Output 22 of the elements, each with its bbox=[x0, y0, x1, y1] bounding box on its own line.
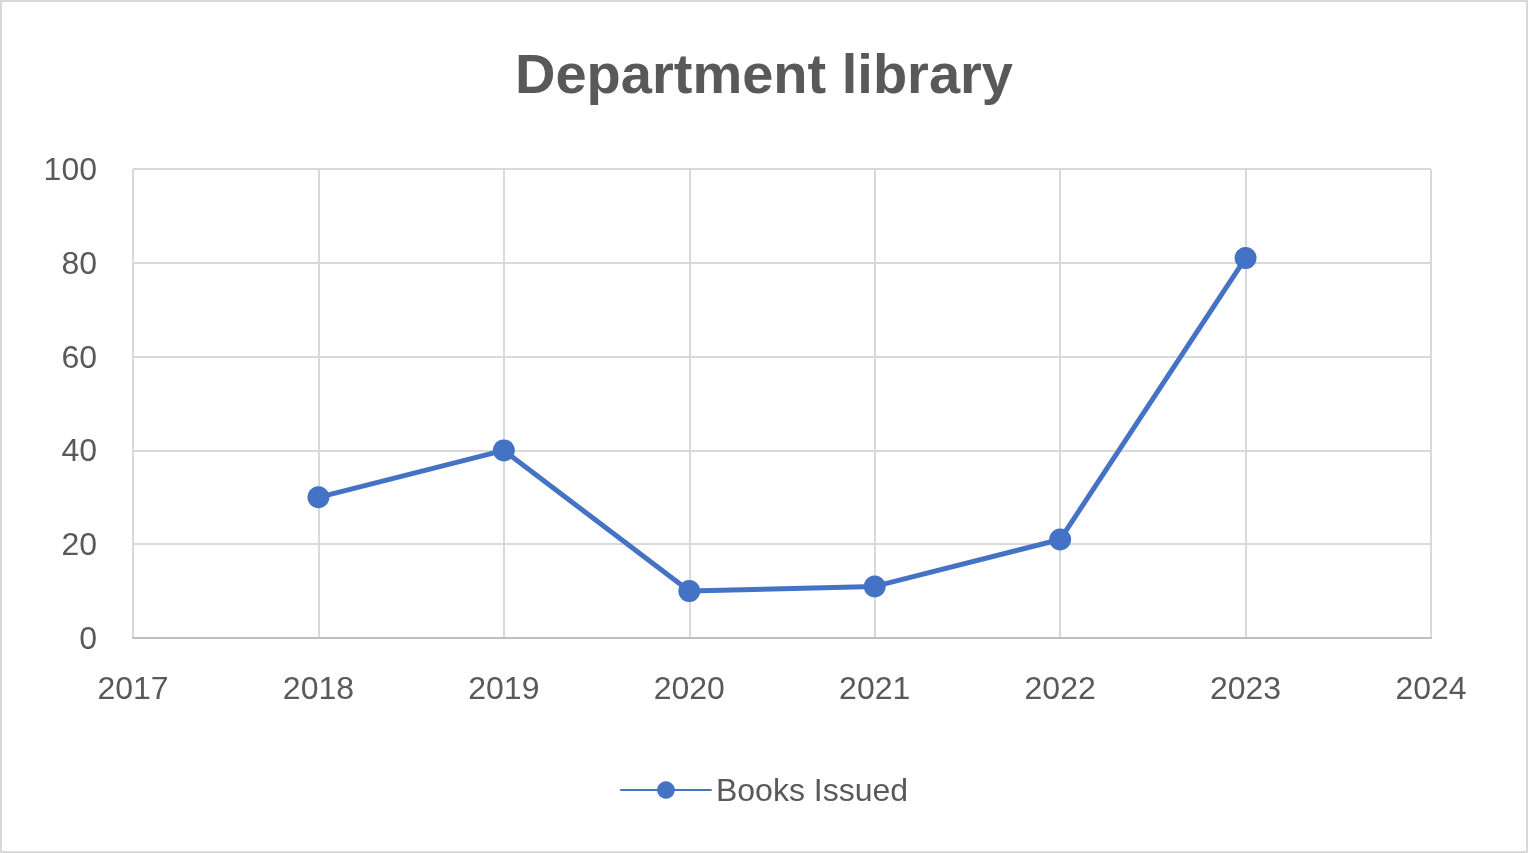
x-tick-label: 2018 bbox=[282, 670, 355, 706]
point bbox=[863, 575, 886, 598]
x-tick-label: 2020 bbox=[653, 670, 725, 706]
x-tick-label: 2022 bbox=[1024, 670, 1096, 706]
y-tick-label: 0 bbox=[79, 620, 97, 656]
x-tick-label: 2019 bbox=[468, 670, 540, 706]
x-tick-label: 2023 bbox=[1209, 670, 1282, 706]
x-tick-label: 2017 bbox=[97, 670, 169, 706]
chart-title: Department library bbox=[515, 41, 1013, 105]
y-tick-label: 80 bbox=[61, 244, 97, 281]
y-tick-label: 60 bbox=[61, 338, 97, 375]
point bbox=[1049, 528, 1072, 551]
x-tick-label: 2024 bbox=[1395, 670, 1467, 706]
y-tick-label: 20 bbox=[61, 526, 97, 563]
y-tick-label: 100 bbox=[43, 151, 97, 187]
point bbox=[492, 439, 515, 462]
y-tick-label: 40 bbox=[61, 432, 97, 469]
point bbox=[307, 486, 330, 509]
point bbox=[678, 580, 701, 603]
x-tick-label: 2021 bbox=[839, 670, 911, 706]
point bbox=[1234, 247, 1257, 270]
legend-label: Books Issued bbox=[715, 772, 909, 808]
